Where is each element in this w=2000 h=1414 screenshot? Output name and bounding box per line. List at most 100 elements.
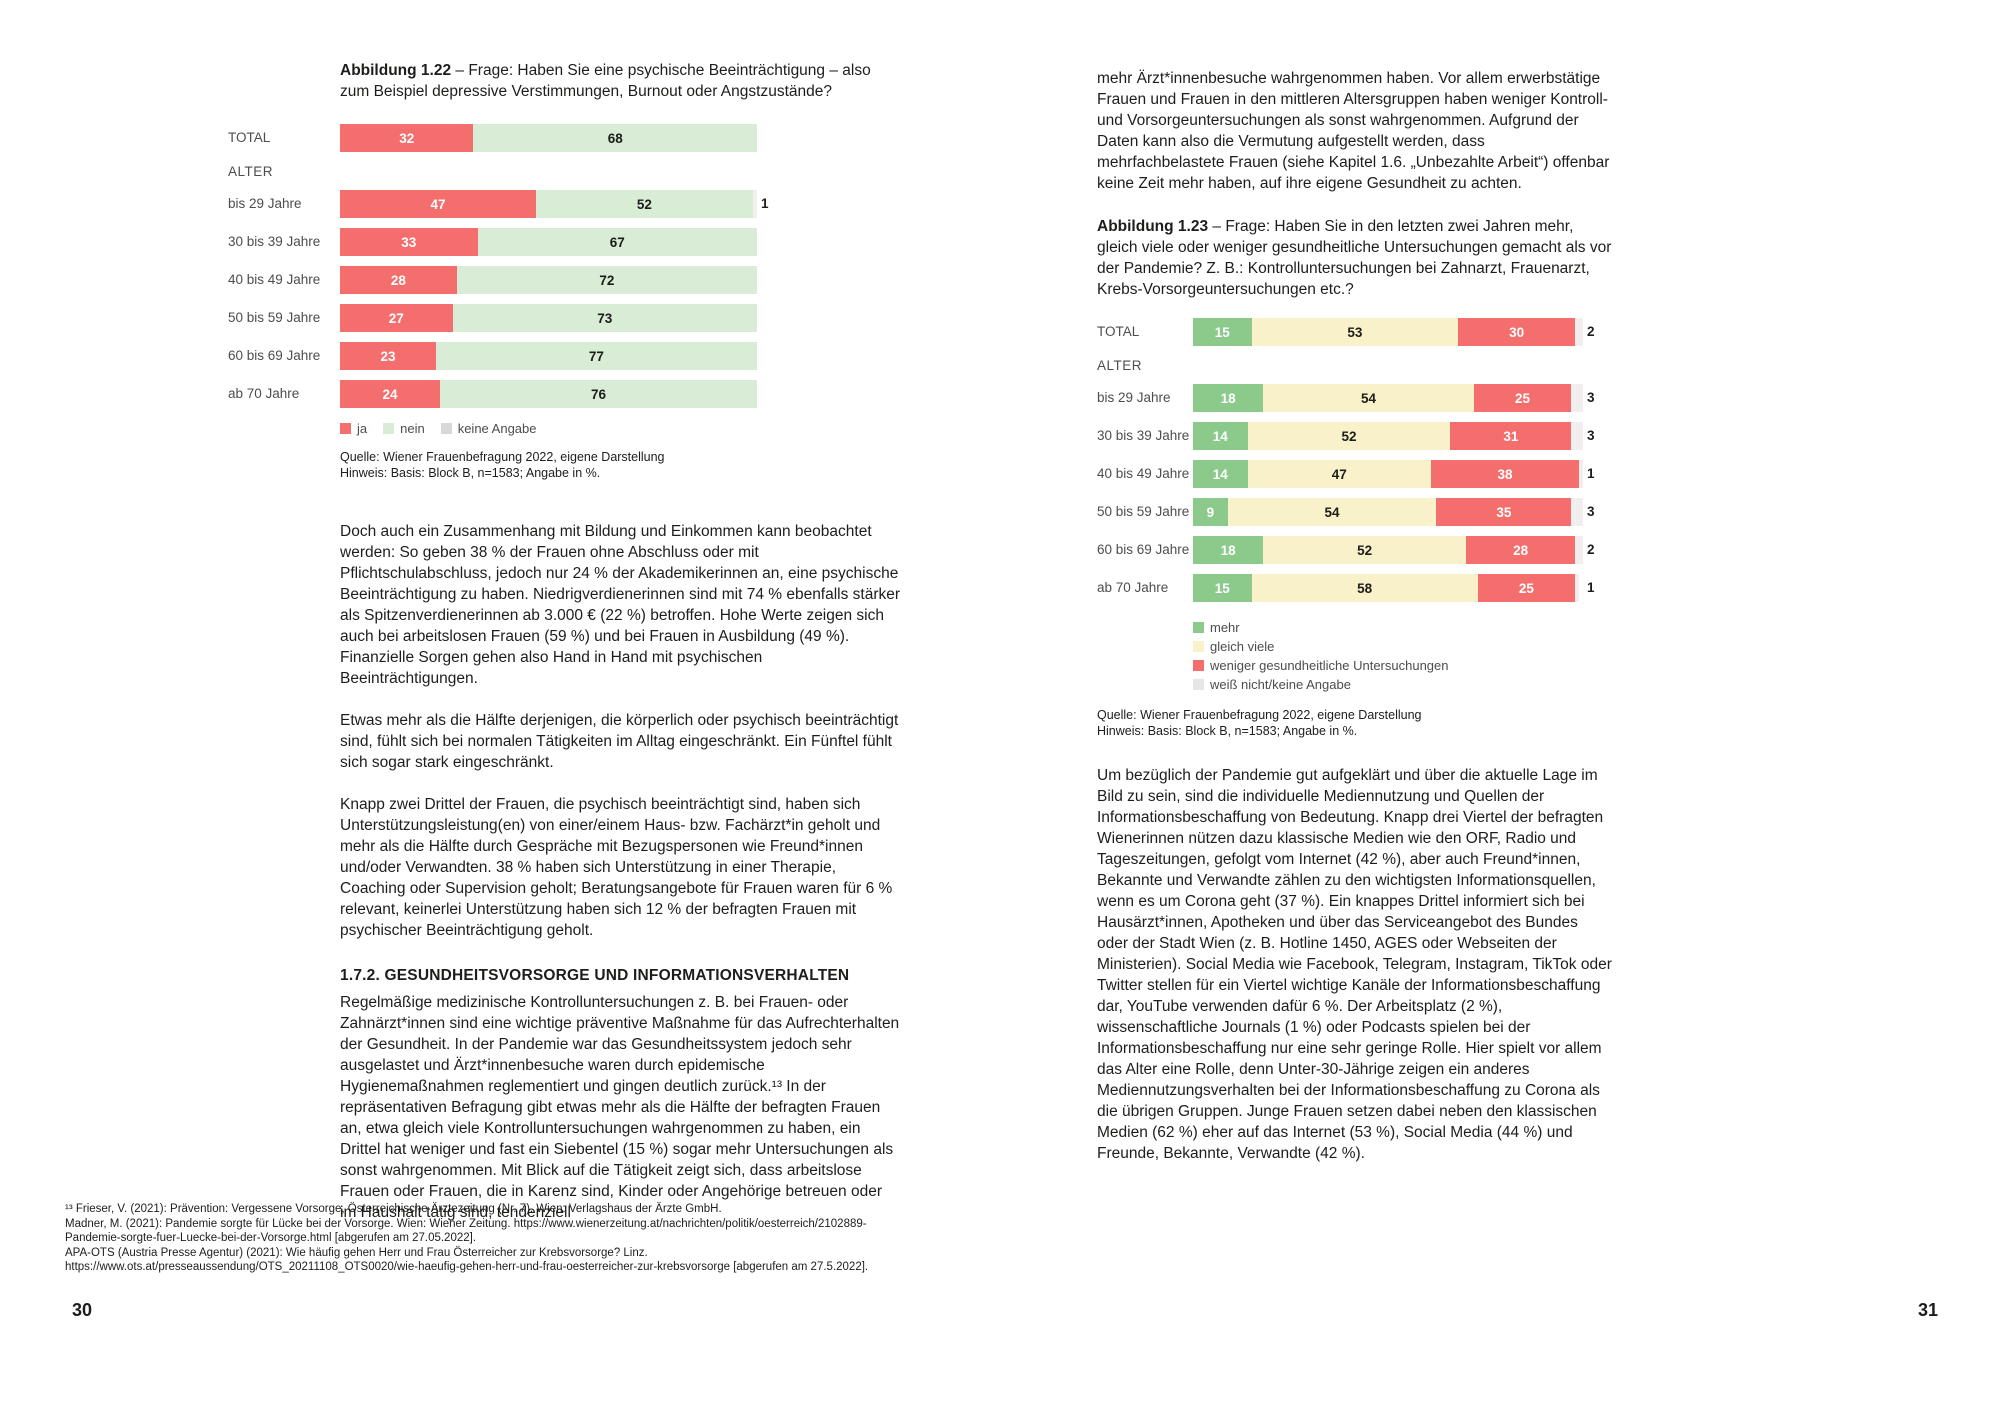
stacked-bar: 14 47 38 1 — [1193, 460, 1595, 488]
bar-value-outside: 3 — [1587, 428, 1595, 443]
left-page-column: Abbildung 1.22 – Frage: Haben Sie eine p… — [228, 60, 902, 1244]
bar-segment: 53 — [1251, 318, 1459, 346]
bar-segment: 14 — [1193, 422, 1248, 450]
chart-row: 60 bis 69 Jahre 18 52 28 2 — [1097, 536, 1613, 564]
bar-value-outside: 3 — [1587, 390, 1595, 405]
body-paragraph: Regelmäßige medizinische Kontrolluntersu… — [340, 994, 900, 1221]
bar-value: 47 — [1331, 466, 1347, 482]
bar-segment: 18 — [1193, 384, 1264, 412]
bar-segment: 32 — [340, 124, 474, 152]
legend-swatch — [383, 423, 395, 434]
bar-value: 15 — [1214, 580, 1230, 596]
bar-segment: 72 — [456, 266, 757, 294]
bar-value: 68 — [607, 130, 623, 146]
bar-value: 9 — [1206, 504, 1215, 520]
footnote: APA-OTS (Austria Presse Agentur) (2021):… — [65, 1246, 869, 1274]
legend-label: weiß nicht/keine Angabe — [1210, 677, 1351, 692]
bar-segment: 18 — [1193, 536, 1264, 564]
chart-row: 50 bis 59 Jahre 27 73 — [228, 304, 902, 332]
bar-segment: 52 — [1247, 422, 1451, 450]
bar-value: 25 — [1518, 580, 1534, 596]
bar-value-outside: 2 — [1587, 542, 1595, 557]
bar-segment: 15 — [1193, 574, 1252, 602]
chart-1-22: TOTAL 32 68 ALTER bis 29 Jahre 47 52 1 30 bis 39… — [228, 124, 902, 408]
footnote: ¹³ Frieser, V. (2021): Prävention: Verge… — [65, 1203, 722, 1215]
right-body-paragraph: Um bezüglich der Pandemie gut aufgeklärt… — [1097, 767, 1612, 1162]
legend-swatch — [1193, 660, 1204, 671]
section-heading-1-7-2: 1.7.2. GESUNDHEITSVORSORGE UND INFORMATI… — [340, 967, 850, 984]
chart-1-22-source: Quelle: Wiener Frauenbefragung 2022, eig… — [340, 450, 902, 481]
bar-value: 54 — [1360, 390, 1376, 406]
bar-value-outside: 1 — [1587, 580, 1595, 595]
figure-caption-text-1-22: – Frage: Haben Sie eine psychische Beein… — [340, 62, 871, 100]
chart-row: 30 bis 39 Jahre 33 67 — [228, 228, 902, 256]
page-number-left: 30 — [72, 1300, 93, 1320]
bar-segment: 76 — [440, 380, 757, 408]
chart-row: ab 70 Jahre 15 58 25 1 — [1097, 574, 1613, 602]
chart-row: 50 bis 59 Jahre 9 54 35 3 — [1097, 498, 1613, 526]
footnotes-block: ¹³ Frieser, V. (2021): Prävention: Verge… — [65, 1202, 910, 1275]
stacked-bar: 23 77 — [340, 342, 757, 370]
stacked-bar: 18 54 25 3 — [1193, 384, 1595, 412]
bar-value: 14 — [1212, 428, 1228, 444]
chart-group-row: ALTER — [1097, 356, 1613, 376]
bar-segment: 47 — [1247, 460, 1431, 488]
body-paragraph: Doch auch ein Zusammenhang mit Bildung u… — [340, 523, 901, 687]
bar-segment: 68 — [473, 124, 757, 152]
bar-segment: 58 — [1251, 574, 1478, 602]
bar-value: 31 — [1503, 428, 1519, 444]
source-line: Quelle: Wiener Frauenbefragung 2022, eig… — [1097, 708, 1422, 722]
legend-swatch — [340, 423, 351, 434]
bar-value-outside: 2 — [1587, 324, 1595, 339]
bar-value: 47 — [430, 196, 446, 212]
bar-value: 28 — [390, 272, 406, 288]
footnote: Madner, M. (2021): Pandemie sorgte für L… — [65, 1217, 867, 1245]
stacked-bar: 24 76 — [340, 380, 757, 408]
bar-value: 67 — [609, 234, 625, 250]
right-intro-paragraph: mehr Ärzt*innenbesuche wahrgenommen habe… — [1097, 70, 1610, 192]
right-page-column: mehr Ärzt*innenbesuche wahrgenommen habe… — [1097, 68, 1613, 1164]
bar-value: 30 — [1509, 324, 1525, 340]
stacked-bar: 9 54 35 3 — [1193, 498, 1595, 526]
chart-row: ab 70 Jahre 24 76 — [228, 380, 902, 408]
chart-row: 40 bis 49 Jahre 14 47 38 1 — [1097, 460, 1613, 488]
bar-value: 24 — [382, 386, 398, 402]
stacked-bar: 14 52 31 3 — [1193, 422, 1595, 450]
chart-row: 40 bis 49 Jahre 28 72 — [228, 266, 902, 294]
bar-value: 18 — [1220, 542, 1236, 558]
stacked-bar: 33 67 — [340, 228, 757, 256]
legend-label: keine Angabe — [457, 421, 537, 436]
chart-row: TOTAL 32 68 — [228, 124, 902, 152]
bar-segment: 52 — [1263, 536, 1466, 564]
legend-label: ja — [357, 421, 368, 436]
bar-value: 52 — [636, 196, 652, 212]
figure-label-1-23: Abbildung 1.23 — [1097, 218, 1209, 235]
legend-item: weniger gesundheitliche Untersuchungen — [1193, 658, 1613, 673]
category-label: ab 70 Jahre — [228, 386, 300, 401]
bar-value: 38 — [1497, 466, 1513, 482]
legend-swatch — [1193, 641, 1204, 652]
chart-row: 30 bis 39 Jahre 14 52 31 3 — [1097, 422, 1613, 450]
bar-segment: 14 — [1193, 460, 1248, 488]
bar-value: 18 — [1220, 390, 1236, 406]
figure-caption-1-23: Abbildung 1.23 – Frage: Haben Sie in den… — [1097, 216, 1613, 300]
figure-caption-1-22: Abbildung 1.22 – Frage: Haben Sie eine p… — [340, 60, 902, 102]
stacked-bar: 15 53 30 2 — [1193, 318, 1595, 346]
legend-label: weniger gesundheitliche Untersuchungen — [1210, 658, 1449, 673]
chart-row: bis 29 Jahre 47 52 1 — [228, 190, 902, 218]
category-label: 50 bis 59 Jahre — [1097, 504, 1190, 519]
bar-segment: 73 — [452, 304, 757, 332]
bar-segment — [1571, 422, 1583, 450]
note-line: Hinweis: Basis: Block B, n=1583; Angabe … — [340, 465, 601, 480]
category-label: 30 bis 39 Jahre — [1097, 428, 1190, 443]
category-label: bis 29 Jahre — [228, 196, 302, 211]
bar-value: 52 — [1357, 542, 1373, 558]
bar-segment: 24 — [340, 380, 441, 408]
bar-segment: 47 — [340, 190, 536, 218]
bar-segment: 31 — [1450, 422, 1572, 450]
bar-value: 76 — [591, 386, 607, 402]
legend-label: gleich viele — [1210, 639, 1275, 654]
chart-row: 60 bis 69 Jahre 23 77 — [228, 342, 902, 370]
legend-item: ja — [340, 421, 367, 436]
legend-item: weiß nicht/keine Angabe — [1193, 677, 1613, 692]
